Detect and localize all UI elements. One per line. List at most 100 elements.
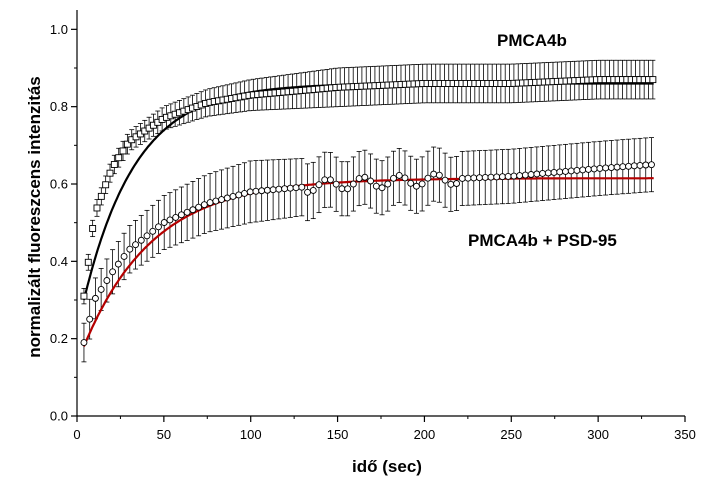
data-point-circle <box>579 166 587 174</box>
data-point-circle <box>510 172 518 180</box>
series-label-pmca4b-psd95: PMCA4b + PSD-95 <box>468 231 617 250</box>
data-point-circle <box>281 185 289 193</box>
x-tick-label: 150 <box>327 427 349 442</box>
y-tick-label: 1.0 <box>50 22 68 37</box>
data-point-square <box>106 169 114 177</box>
data-point-circle <box>292 184 300 192</box>
data-point-circle <box>498 173 506 181</box>
data-point-circle <box>321 176 329 184</box>
data-point-circle <box>539 170 547 177</box>
data-point-circle <box>177 211 185 219</box>
data-point-circle <box>372 182 380 190</box>
data-point-circle <box>481 173 489 181</box>
x-tick-label: 200 <box>414 427 436 442</box>
data-point-circle <box>258 187 266 195</box>
data-point-circle <box>183 208 191 216</box>
data-point-circle <box>487 173 495 181</box>
data-point-circle <box>470 174 478 182</box>
series-0 <box>80 59 657 305</box>
data-point-circle <box>332 180 340 188</box>
data-point-circle <box>315 181 323 189</box>
x-tick-label: 350 <box>674 427 696 442</box>
data-point-circle <box>166 216 174 224</box>
data-point-square <box>119 147 127 155</box>
data-point-circle <box>636 161 644 169</box>
data-point-circle <box>435 171 443 179</box>
data-point-circle <box>195 203 203 211</box>
data-point-square <box>93 204 101 212</box>
y-axis-title: normalizált fluoreszcens intenzitás <box>25 76 44 358</box>
data-point-circle <box>476 174 483 182</box>
data-point-circle <box>97 285 105 293</box>
data-point-circle <box>160 219 168 226</box>
data-point-square <box>102 181 110 189</box>
x-tick-label: 250 <box>500 427 522 442</box>
data-point-circle <box>407 179 415 187</box>
data-point-circle <box>120 253 128 260</box>
data-point-circle <box>355 175 363 183</box>
data-point-circle <box>453 180 461 187</box>
data-point-circle <box>418 180 426 188</box>
data-point-circle <box>625 162 632 170</box>
data-point-circle <box>430 170 438 178</box>
data-point-circle <box>458 174 466 182</box>
data-point-circle <box>304 188 311 196</box>
data-point-circle <box>132 241 139 249</box>
data-point-circle <box>613 163 621 171</box>
data-point-square <box>649 76 657 84</box>
data-point-circle <box>556 168 564 176</box>
data-point-circle <box>550 169 558 176</box>
data-point-circle <box>344 185 352 193</box>
data-point-circle <box>338 185 346 193</box>
y-tick-label: 0.2 <box>50 331 68 346</box>
data-point-circle <box>516 172 524 179</box>
data-point-circle <box>504 172 512 180</box>
data-point-circle <box>143 232 151 240</box>
data-point-circle <box>562 167 569 175</box>
y-tick-label: 0.6 <box>50 177 68 192</box>
data-point-circle <box>246 188 254 196</box>
data-point-circle <box>326 176 334 184</box>
x-tick-label: 100 <box>240 427 262 442</box>
data-point-circle <box>521 171 529 179</box>
data-point-circle <box>137 236 145 244</box>
series-label-pmca4b: PMCA4b <box>497 31 567 50</box>
data-point-circle <box>607 164 615 172</box>
y-tick-label: 0.0 <box>50 409 68 424</box>
data-point-circle <box>349 180 357 188</box>
data-point-circle <box>544 169 552 177</box>
data-point-circle <box>275 185 283 193</box>
data-point-circle <box>412 182 420 190</box>
data-point-circle <box>596 164 604 172</box>
data-point-circle <box>424 174 432 182</box>
x-tick-label: 300 <box>587 427 609 442</box>
data-point-square <box>80 292 88 300</box>
data-point-square <box>115 154 123 162</box>
data-point-circle <box>286 184 294 192</box>
data-point-circle <box>464 174 472 182</box>
data-point-square <box>84 258 92 266</box>
data-point-circle <box>126 245 134 253</box>
axes: 0 50 100 150 200 250 300 350 0.0 0.2 0.4 0.6 0.8 1.0 <box>50 10 696 442</box>
labels: idő (sec) normalizált fluoreszcens inten… <box>25 31 617 476</box>
x-axis-title: idő (sec) <box>352 457 422 476</box>
data-point-circle <box>533 170 541 178</box>
data-point-circle <box>269 186 277 194</box>
data-point-circle <box>218 196 225 203</box>
data-point-circle <box>200 201 208 209</box>
data-point-circle <box>361 173 369 181</box>
data-point-circle <box>573 166 581 174</box>
data-point-circle <box>189 206 197 214</box>
data-point-circle <box>590 165 598 173</box>
y-tick-label: 0.4 <box>50 254 68 269</box>
data-point-circle <box>172 213 180 221</box>
data-point-circle <box>252 187 260 195</box>
data-point-circle <box>378 184 386 192</box>
data-point-circle <box>390 174 397 182</box>
y-tick-label: 0.8 <box>50 99 68 114</box>
data-point-square <box>89 225 97 232</box>
data-point-circle <box>212 197 220 205</box>
data-point-circle <box>441 176 449 184</box>
data-point-circle <box>91 294 99 302</box>
data-point-square <box>110 161 118 168</box>
